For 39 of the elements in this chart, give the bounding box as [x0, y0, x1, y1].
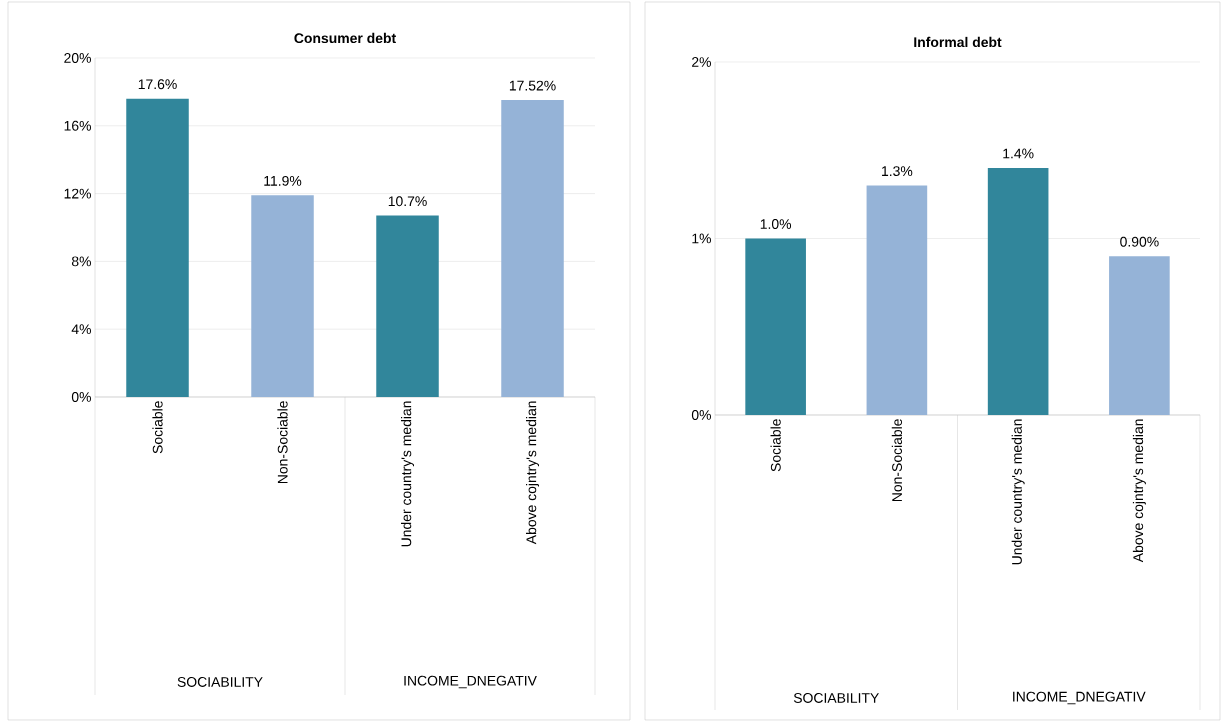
- x-tick-label: Above cojntry's median: [1132, 419, 1146, 563]
- y-tick-label: 16%: [64, 120, 91, 131]
- bar: [1109, 256, 1170, 415]
- chart-title: Informal debt: [914, 36, 1002, 48]
- data-label: 1.3%: [882, 166, 913, 177]
- text: INCOME_DNEGATIV: [1013, 691, 1146, 705]
- y-tick-label: 0%: [71, 392, 91, 402]
- y-tick-label: 12%: [64, 188, 91, 199]
- data-label: 17.6%: [138, 79, 177, 90]
- data-label: 1.4%: [1003, 148, 1034, 159]
- x-tick-label: Sociable: [152, 401, 163, 454]
- y-tick-label: 4%: [71, 324, 91, 335]
- text: INCOME_DNEGATIV: [404, 675, 537, 689]
- bar: [376, 215, 439, 397]
- x-tick-label: Above cojntry's median: [526, 401, 540, 545]
- x-tick-label: Non-Sociable: [891, 419, 903, 502]
- x-tick-label: Under country's median: [1011, 419, 1025, 565]
- y-tick-label: 8%: [71, 256, 91, 267]
- data-label: 17.52%: [509, 80, 556, 91]
- data-label: 11.9%: [264, 175, 302, 186]
- data-label: 1.0%: [760, 219, 792, 229]
- text: SOCIABILITY: [177, 677, 263, 687]
- y-tick-label: 20%: [64, 53, 91, 63]
- x-tick-label: Under country's median: [401, 401, 415, 547]
- y-tick-label: 1%: [692, 233, 711, 244]
- bar: [987, 167, 1049, 415]
- data-label: 0.90%: [1120, 236, 1159, 247]
- y-tick-label: 0%: [691, 410, 711, 420]
- data-label: 10.7%: [388, 196, 427, 207]
- bar: [866, 185, 928, 415]
- y-tick-label: 2%: [692, 57, 711, 67]
- x-tick-label: Non-Sociable: [277, 401, 288, 484]
- x-tick-label: Sociable: [770, 419, 781, 472]
- text: SOCIABILITY: [793, 693, 879, 703]
- chart-title: Consumer debt: [294, 32, 396, 44]
- bar: [251, 195, 314, 397]
- bar: [126, 98, 189, 397]
- bar: [745, 238, 806, 415]
- bar: [501, 100, 564, 397]
